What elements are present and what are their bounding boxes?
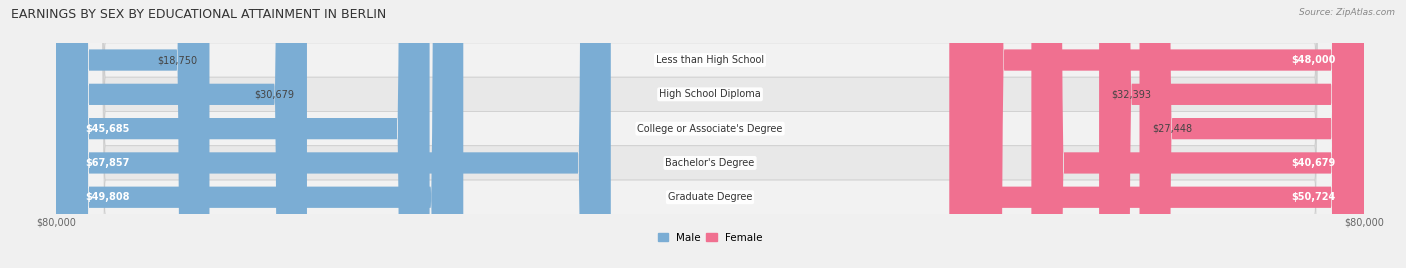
FancyBboxPatch shape — [56, 0, 430, 268]
FancyBboxPatch shape — [56, 0, 1364, 268]
FancyBboxPatch shape — [56, 0, 464, 268]
FancyBboxPatch shape — [972, 0, 1364, 268]
Text: $40,679: $40,679 — [1291, 158, 1336, 168]
FancyBboxPatch shape — [56, 0, 1364, 268]
Text: Graduate Degree: Graduate Degree — [668, 192, 752, 202]
Text: Bachelor's Degree: Bachelor's Degree — [665, 158, 755, 168]
Text: $18,750: $18,750 — [157, 55, 197, 65]
Text: $67,857: $67,857 — [84, 158, 129, 168]
Text: Source: ZipAtlas.com: Source: ZipAtlas.com — [1299, 8, 1395, 17]
Text: EARNINGS BY SEX BY EDUCATIONAL ATTAINMENT IN BERLIN: EARNINGS BY SEX BY EDUCATIONAL ATTAINMEN… — [11, 8, 387, 21]
Legend: Male, Female: Male, Female — [654, 229, 766, 247]
Text: High School Diploma: High School Diploma — [659, 89, 761, 99]
Text: $50,724: $50,724 — [1291, 192, 1336, 202]
FancyBboxPatch shape — [1099, 0, 1364, 268]
FancyBboxPatch shape — [56, 0, 1364, 268]
Text: Less than High School: Less than High School — [657, 55, 763, 65]
FancyBboxPatch shape — [56, 0, 209, 268]
FancyBboxPatch shape — [56, 0, 1364, 268]
FancyBboxPatch shape — [1139, 0, 1364, 268]
FancyBboxPatch shape — [56, 0, 1364, 268]
FancyBboxPatch shape — [1032, 0, 1364, 268]
FancyBboxPatch shape — [56, 0, 610, 268]
Text: College or Associate's Degree: College or Associate's Degree — [637, 124, 783, 134]
Text: $48,000: $48,000 — [1291, 55, 1336, 65]
Text: $49,808: $49,808 — [84, 192, 129, 202]
Text: $45,685: $45,685 — [84, 124, 129, 134]
FancyBboxPatch shape — [56, 0, 307, 268]
Text: $27,448: $27,448 — [1152, 124, 1192, 134]
Text: $30,679: $30,679 — [254, 89, 295, 99]
Text: $32,393: $32,393 — [1111, 89, 1152, 99]
FancyBboxPatch shape — [949, 0, 1364, 268]
